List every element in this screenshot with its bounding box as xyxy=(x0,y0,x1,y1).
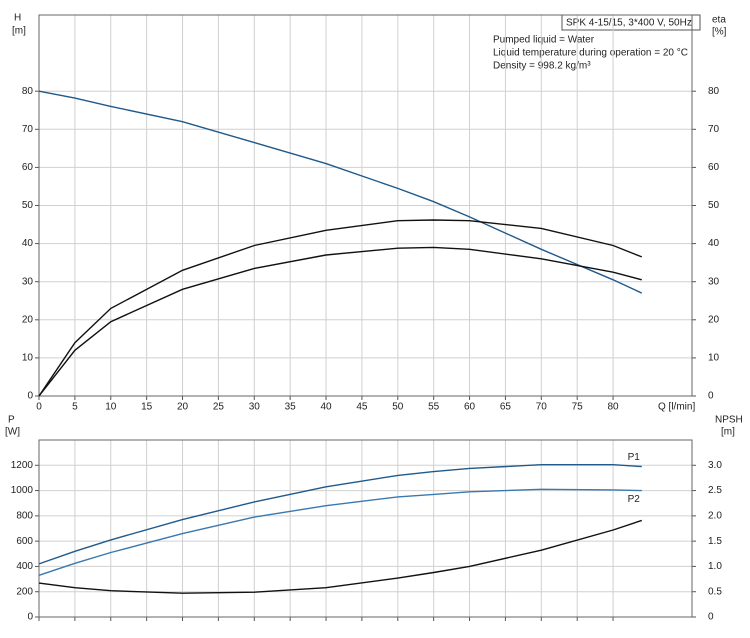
x-tick-label: 65 xyxy=(500,402,512,413)
y-axis-unit: [W] xyxy=(5,427,20,438)
y-tick-label: 50 xyxy=(22,200,34,211)
x-tick-label: 80 xyxy=(608,402,620,413)
y-tick-label: 1200 xyxy=(11,460,34,471)
y2-axis-label: eta xyxy=(712,15,726,26)
y-tick-label: 600 xyxy=(16,536,33,547)
x-tick-label: 40 xyxy=(320,402,332,413)
y-tick-label: 0 xyxy=(27,612,33,623)
annotation: Pumped liquid = Water xyxy=(493,35,595,46)
plot-frame xyxy=(38,439,693,618)
x-tick-label: 15 xyxy=(141,402,153,413)
x-tick-label: 5 xyxy=(72,402,78,413)
series-line xyxy=(38,464,642,565)
y-tick-label: 800 xyxy=(16,510,33,521)
x-tick-label: 45 xyxy=(356,402,368,413)
series-line xyxy=(38,219,643,397)
x-tick-label: 20 xyxy=(177,402,189,413)
y2-tick-label: 1.0 xyxy=(708,561,722,572)
y-tick-label: 400 xyxy=(16,561,33,572)
plot-frame xyxy=(38,14,693,397)
y2-tick-label: 70 xyxy=(708,124,720,135)
x-tick-label: 30 xyxy=(249,402,261,413)
series-line xyxy=(38,519,643,594)
y-tick-label: 200 xyxy=(16,586,33,597)
y2-axis-label: NPSH xyxy=(715,415,743,426)
series-label: P1 xyxy=(628,452,641,463)
x-tick-label: 35 xyxy=(285,402,297,413)
series-line xyxy=(38,246,642,397)
y-axis-unit: [m] xyxy=(12,26,26,37)
x-axis-label: Q [l/min] xyxy=(658,402,695,413)
x-tick-label: 55 xyxy=(428,402,440,413)
y2-tick-label: 2.0 xyxy=(708,510,722,521)
x-tick-label: 50 xyxy=(392,402,404,413)
y2-tick-label: 40 xyxy=(708,238,720,249)
annotation: Density = 998.2 kg/m³ xyxy=(493,61,591,72)
y-tick-label: 10 xyxy=(22,353,34,364)
y-axis-label: H xyxy=(14,13,21,24)
y2-tick-label: 0 xyxy=(708,612,714,623)
y-tick-label: 60 xyxy=(22,162,34,173)
y2-tick-label: 2.5 xyxy=(708,485,722,496)
y2-tick-label: 50 xyxy=(708,200,720,211)
series-label: P2 xyxy=(628,494,641,505)
y2-tick-label: 0 xyxy=(708,391,714,402)
y-axis-label: P xyxy=(8,415,15,426)
y2-tick-label: 0.5 xyxy=(708,586,722,597)
x-tick-label: 75 xyxy=(572,402,584,413)
series-line xyxy=(38,90,643,294)
y-tick-label: 70 xyxy=(22,124,34,135)
annotation: Liquid temperature during operation = 20… xyxy=(493,48,688,59)
y2-tick-label: 60 xyxy=(708,162,720,173)
y-tick-label: 80 xyxy=(22,86,34,97)
x-tick-label: 70 xyxy=(536,402,548,413)
y2-axis-unit: [%] xyxy=(712,27,727,38)
y2-tick-label: 80 xyxy=(708,86,720,97)
y2-tick-label: 20 xyxy=(708,314,720,325)
y-tick-label: 0 xyxy=(27,391,33,402)
series-line xyxy=(38,488,642,576)
y2-tick-label: 10 xyxy=(708,353,720,364)
x-tick-label: 10 xyxy=(105,402,117,413)
y-tick-label: 20 xyxy=(22,314,34,325)
x-tick-label: 60 xyxy=(464,402,476,413)
x-tick-label: 0 xyxy=(36,402,42,413)
y2-axis-unit: [m] xyxy=(721,427,735,438)
y2-tick-label: 3.0 xyxy=(708,460,722,471)
chart-title: SPK 4-15/15, 3*400 V, 50Hz xyxy=(566,18,692,29)
y2-tick-label: 1.5 xyxy=(708,536,722,547)
y-tick-label: 40 xyxy=(22,238,34,249)
y-tick-label: 1000 xyxy=(11,485,34,496)
y2-tick-label: 30 xyxy=(708,276,720,287)
y-tick-label: 30 xyxy=(22,276,34,287)
x-tick-label: 25 xyxy=(213,402,225,413)
